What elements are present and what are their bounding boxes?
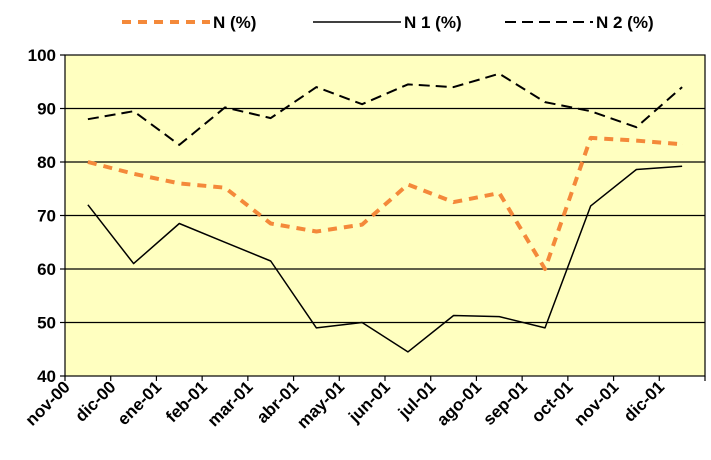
y-tick-label: 90 [37,100,56,119]
x-tick-label: sep-01 [479,377,531,429]
x-tick-label: oct-01 [528,377,577,426]
series-line-2 [87,165,683,353]
x-tick-label: jun-01 [344,377,394,427]
x-axis: nov-00dic-00ene-01feb-01mar-01abr-01may-… [22,376,706,432]
legend-label-2: N 1 (%) [404,13,462,32]
x-tick-label: mar-01 [204,377,257,430]
x-tick-label: ene-01 [114,377,166,429]
y-tick-label: 80 [37,153,56,172]
gridlines [65,107,705,324]
x-tick-label: ago-01 [433,377,485,429]
y-tick-label: 100 [28,46,56,65]
x-tick-label: nov-01 [570,377,622,429]
x-tick-label: feb-01 [162,377,211,426]
y-tick-label: 70 [37,207,56,226]
y-tick-label: 40 [37,367,56,386]
series-line-1 [87,135,683,271]
x-tick-label: dic-00 [71,377,119,425]
series-line-3 [87,72,683,146]
x-tick-label: dic-01 [620,377,668,425]
series-lines [87,72,683,353]
legend: N (%) N 1 (%) N 2 (%) [122,13,654,32]
x-tick-label: may-01 [293,377,348,432]
y-tick-label: 50 [37,314,56,333]
y-tick-label: 60 [37,260,56,279]
legend-label-3: N 2 (%) [596,13,654,32]
y-axis: 40 50 60 70 80 90 100 [28,46,65,386]
legend-label-1: N (%) [213,13,256,32]
